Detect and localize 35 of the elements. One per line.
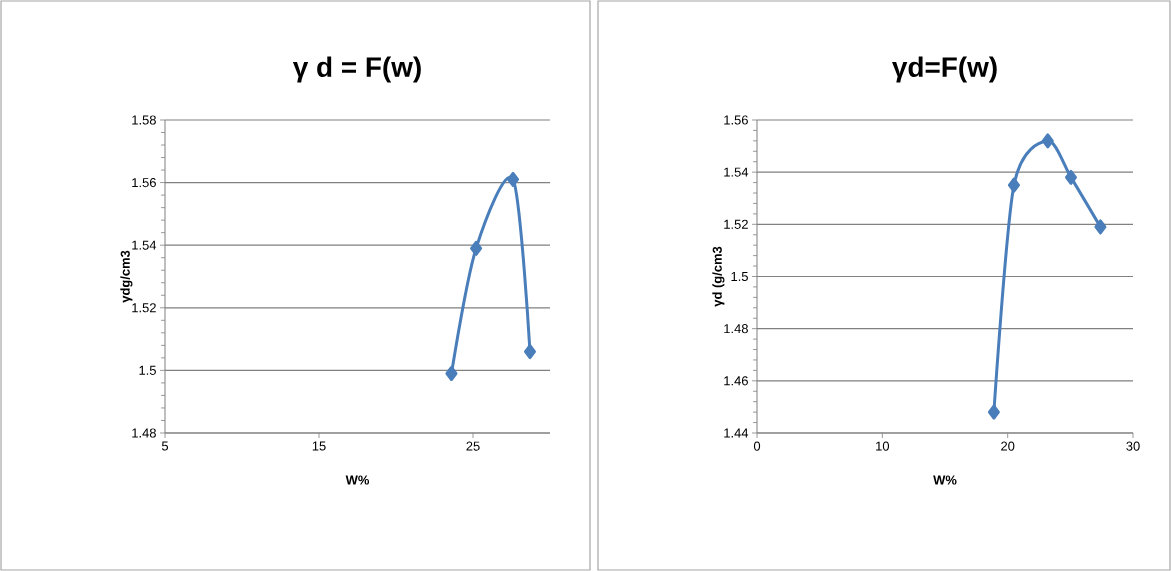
y-tick-label: 1.5 <box>731 271 748 281</box>
y-tick-label: 1.54 <box>724 167 749 177</box>
x-tick-label: 10 <box>876 441 890 451</box>
chart-title: γd=F(w) <box>892 56 997 83</box>
point <box>987 404 1000 420</box>
x-tick-label: 15 <box>312 441 326 451</box>
chart-title: γ d = F(w) <box>292 56 421 83</box>
x-axis-title: W% <box>933 475 957 485</box>
y-tick-label: 1.46 <box>724 376 748 386</box>
x-tick-label: 20 <box>1001 441 1015 451</box>
y-tick-label: 1.58 <box>132 115 156 125</box>
y-tick-label: 1.48 <box>132 428 156 438</box>
x-tick-label: 25 <box>466 441 480 451</box>
y-tick-label: 1.56 <box>132 178 156 188</box>
y-tick-label: 1.48 <box>724 324 748 334</box>
point <box>1094 219 1107 235</box>
x-tick-label: 0 <box>753 441 761 451</box>
x-axis-title: W% <box>345 475 370 485</box>
y-axis-title: γdg/cm3 <box>120 250 133 303</box>
y-tick-label: 1.56 <box>724 115 748 125</box>
y-tick-label: 1.5 <box>139 365 156 375</box>
x-tick-label: 5 <box>161 441 169 451</box>
point <box>445 366 458 382</box>
y-tick-label: 1.52 <box>132 303 156 313</box>
y-tick-label: 1.44 <box>724 428 749 438</box>
point <box>507 171 520 187</box>
x-tick-label: 30 <box>1126 441 1140 451</box>
point <box>523 344 536 360</box>
point <box>1041 133 1054 149</box>
point <box>1064 169 1077 185</box>
point <box>470 240 483 256</box>
y-tick-label: 1.54 <box>132 240 157 250</box>
y-tick-label: 1.52 <box>724 219 748 229</box>
y-axis-title: γd (g/cm3 <box>712 246 725 307</box>
point <box>1007 177 1020 193</box>
